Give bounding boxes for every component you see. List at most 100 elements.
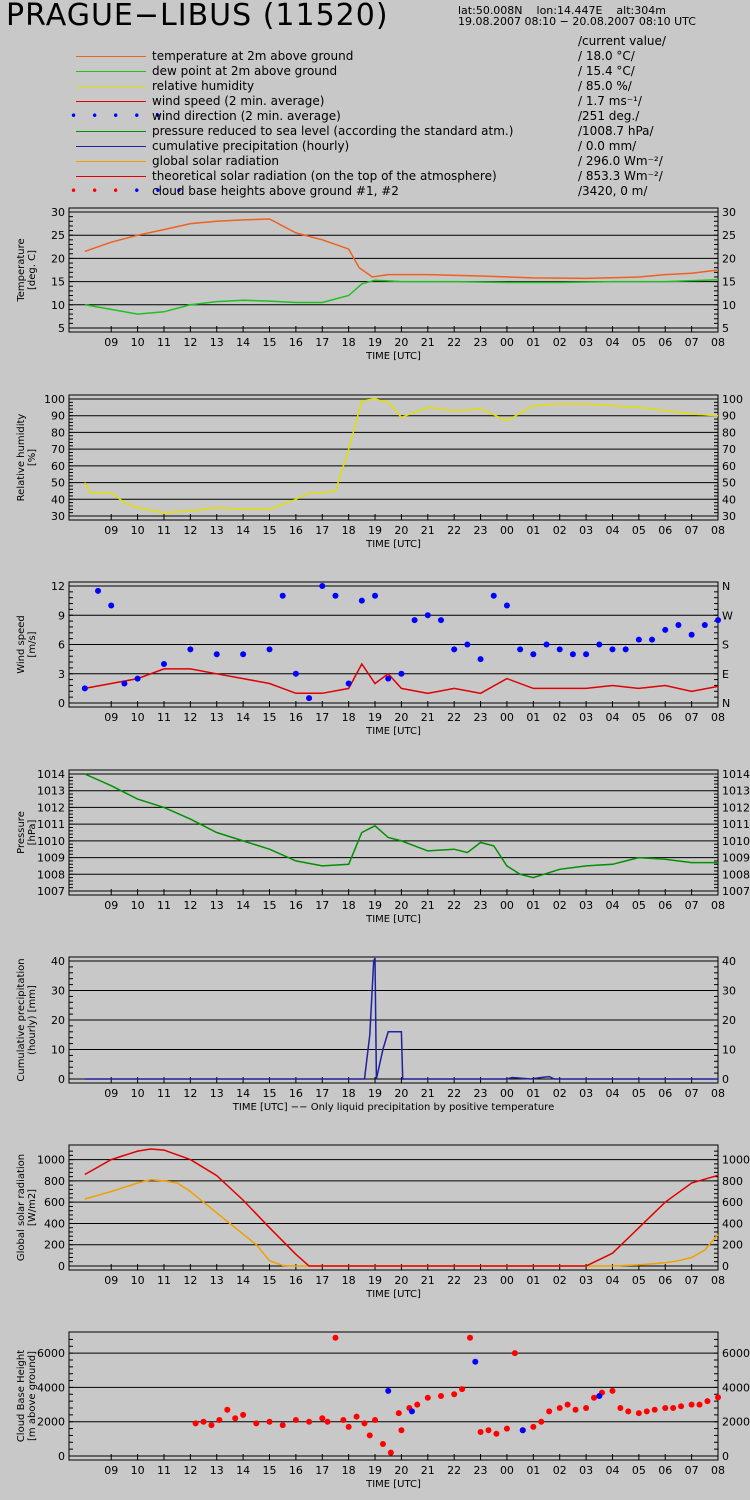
y-tick-label-right: 30 xyxy=(722,985,736,998)
x-tick-label: 01 xyxy=(526,336,540,349)
data-point xyxy=(224,1406,231,1413)
x-tick-label: 05 xyxy=(632,1464,646,1477)
legend-current-value: / 18.0 °C/ xyxy=(578,49,635,63)
x-tick-label: 11 xyxy=(157,711,171,724)
x-tick-label: 15 xyxy=(263,1087,277,1100)
header: PRAGUE−LIBUS (11520) lat:50.008N lon:14.… xyxy=(0,0,750,200)
y-tick-label-right: 1012 xyxy=(722,801,750,814)
y-tick-label-right: 70 xyxy=(722,443,736,456)
data-point xyxy=(493,1430,500,1437)
x-tick-label: 13 xyxy=(210,1274,224,1287)
data-point xyxy=(108,602,115,609)
x-tick-label: 17 xyxy=(315,1274,329,1287)
x-tick-label: 05 xyxy=(632,899,646,912)
x-tick-label: 09 xyxy=(104,336,118,349)
y-tick-label: 6000 xyxy=(37,1347,65,1360)
data-point xyxy=(670,1405,677,1411)
legend-line-swatch xyxy=(76,56,146,57)
y-tick-label: 12 xyxy=(51,580,65,593)
data-point xyxy=(649,636,656,643)
y-tick-label: 200 xyxy=(44,1239,65,1252)
data-point xyxy=(279,592,286,599)
y-axis-label: Pressure xyxy=(16,811,27,854)
x-tick-label: 15 xyxy=(263,899,277,912)
x-tick-label: 09 xyxy=(104,1087,118,1100)
y-tick-label-right: 1010 xyxy=(722,835,750,848)
x-tick-label: 18 xyxy=(342,1274,356,1287)
x-tick-label: 09 xyxy=(104,1464,118,1477)
legend-label: relative humidity xyxy=(152,79,255,93)
data-point xyxy=(643,1408,650,1415)
data-point xyxy=(340,1417,347,1423)
y-tick-label: 1012 xyxy=(37,801,65,814)
x-tick-label: 13 xyxy=(210,336,224,349)
x-axis-label: TIME [UTC] xyxy=(365,914,421,925)
x-tick-label: 05 xyxy=(632,1087,646,1100)
data-point xyxy=(675,622,682,628)
data-point xyxy=(187,646,194,653)
x-tick-label: 04 xyxy=(605,899,619,912)
y-tick-label: 60 xyxy=(51,460,65,473)
x-tick-label: 14 xyxy=(236,336,250,349)
series-line xyxy=(84,1148,719,1267)
legend-line-swatch xyxy=(76,161,146,162)
y-tick-label-right: W xyxy=(722,609,733,622)
data-point xyxy=(678,1403,685,1410)
data-point xyxy=(511,1350,518,1357)
data-point xyxy=(662,626,669,633)
x-tick-label: 17 xyxy=(315,899,329,912)
x-tick-label: 07 xyxy=(685,524,699,537)
x-tick-label: 17 xyxy=(315,1087,329,1100)
data-point xyxy=(688,631,695,638)
x-tick-label: 23 xyxy=(474,1087,488,1100)
x-tick-label: 12 xyxy=(183,336,197,349)
x-tick-label: 19 xyxy=(368,711,382,724)
legend-current-value: /3420, 0 m/ xyxy=(578,184,648,198)
legend-row: wind speed (2 min. average) / 1.7 ms⁻¹/ xyxy=(0,94,750,109)
legend-current-value: / 853.3 Wm⁻²/ xyxy=(578,169,663,183)
x-tick-label: 20 xyxy=(394,1464,408,1477)
x-tick-label: 14 xyxy=(236,711,250,724)
x-tick-label: 10 xyxy=(131,336,145,349)
x-tick-label: 16 xyxy=(289,1087,303,1100)
x-tick-label: 07 xyxy=(685,899,699,912)
x-tick-label: 00 xyxy=(500,1274,514,1287)
y-axis-label: (hourly) [mm] xyxy=(27,985,38,1055)
x-tick-label: 23 xyxy=(474,1464,488,1477)
y-tick-label-right: 1007 xyxy=(722,885,750,898)
data-point xyxy=(651,1406,658,1413)
x-tick-label: 14 xyxy=(236,1464,250,1477)
y-tick-label-right: 25 xyxy=(722,229,736,242)
data-point xyxy=(715,1394,721,1401)
x-tick-label: 03 xyxy=(579,524,593,537)
legend-dot-swatch: ••••• xyxy=(70,109,176,123)
y-tick-label: 1009 xyxy=(37,852,65,865)
x-tick-label: 00 xyxy=(500,336,514,349)
x-tick-label: 20 xyxy=(394,336,408,349)
x-tick-label: 03 xyxy=(579,336,593,349)
y-tick-label-right: 90 xyxy=(722,410,736,423)
chart-panel: 30 30 40 40 50 50 60 60 70 70 80 80 90 90 100 100 09 10 11… xyxy=(16,393,743,550)
y-tick-label-right: 80 xyxy=(722,426,736,439)
x-tick-label: 03 xyxy=(579,1464,593,1477)
data-point xyxy=(696,1401,703,1408)
y-tick-label: 800 xyxy=(44,1175,65,1188)
x-tick-label: 09 xyxy=(104,899,118,912)
x-tick-label: 16 xyxy=(289,711,303,724)
legend-current-value: /251 deg./ xyxy=(578,109,640,123)
data-point xyxy=(292,670,299,677)
x-tick-label: 07 xyxy=(685,1274,699,1287)
x-tick-label: 02 xyxy=(553,1274,567,1287)
data-point xyxy=(564,1401,571,1408)
x-tick-label: 08 xyxy=(711,1274,725,1287)
data-point xyxy=(366,1432,373,1439)
y-axis-label: Global solar radiation xyxy=(16,1154,27,1261)
x-tick-label: 05 xyxy=(632,524,646,537)
x-axis-label: TIME [UTC] xyxy=(365,351,421,362)
x-tick-label: 05 xyxy=(632,336,646,349)
data-point xyxy=(134,675,141,682)
y-tick-label: 10 xyxy=(51,299,65,312)
data-point xyxy=(569,651,576,658)
y-axis-label: [W/m2] xyxy=(27,1189,38,1226)
